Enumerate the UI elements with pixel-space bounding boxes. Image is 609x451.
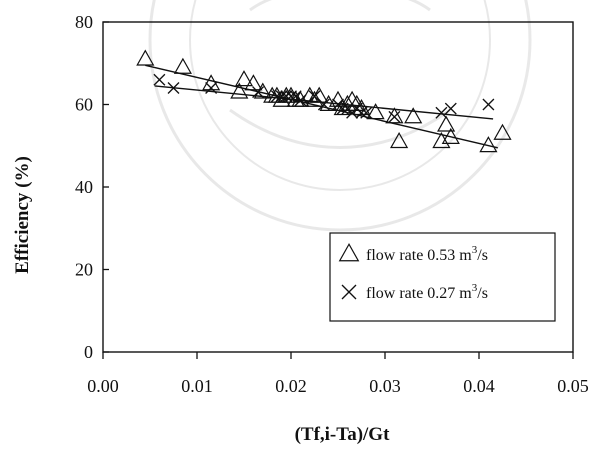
cross-stroke [308,90,321,103]
legend-box [329,232,556,322]
data-point-triangle [291,90,310,107]
x-tick-label: 0.00 [87,376,119,396]
cross-stroke [336,102,349,115]
data-point-cross [280,90,293,103]
y-tick-label: 60 [75,95,93,115]
cross-stroke [482,98,495,111]
y-tick-label: 80 [75,12,93,32]
x-tick-label: 0.02 [275,376,307,396]
cross-stroke [153,73,166,86]
data-point-triangle [404,107,423,124]
x-tick-label: 0.05 [557,376,589,396]
y-tick-label: 20 [75,260,93,280]
legend-item-cross: flow rate 0.27 m3/s [341,282,488,302]
data-point-triangle [202,74,221,91]
data-point-triangle [432,131,451,149]
data-point-triangle [479,136,498,153]
data-point-triangle [272,90,291,107]
cross-stroke [270,90,283,103]
data-point-triangle [173,57,192,74]
legend-label-unit: /s [477,285,488,302]
data-point-cross [270,90,283,103]
legend-label-text: flow rate 0.27 m [366,285,472,302]
x-tick-label: 0.03 [369,376,401,396]
data-point-triangle [437,115,456,132]
cross-stroke [294,94,307,107]
data-point-cross [308,90,321,103]
cross-stroke [388,110,401,123]
cross-stroke [252,86,265,99]
data-point-triangle [136,49,155,66]
data-point-cross [336,102,349,115]
legend-label-superscript: 3 [472,282,478,294]
legend-label: flow rate 0.27 m3/s [366,282,488,302]
data-point-cross [444,102,457,115]
data-point-cross [153,73,166,86]
legend-label-text: flow rate 0.53 m [366,247,472,264]
cross-stroke [317,98,330,111]
data-point-cross [317,98,330,111]
data-point-triangle [328,90,348,107]
x-tick-label: 0.01 [181,376,213,396]
cross-stroke [355,106,368,119]
y-axis-ticks: 0 20 40 60 80 [75,12,109,362]
data-point-cross [285,90,297,103]
x-axis-ticks: 0.00 0.01 0.02 0.03 0.04 0.05 [87,352,589,396]
data-point-triangle [343,90,362,107]
cross-stroke [285,90,297,103]
data-point-triangle [234,70,254,87]
data-point-triangle [441,127,460,144]
legend-triangle-icon [338,243,360,262]
data-point-cross [482,98,495,111]
x-tick-label: 0.04 [463,376,495,396]
cross-stroke [435,106,448,119]
data-point-cross [294,94,307,107]
data-point-triangle [366,103,385,120]
cross-stroke [360,106,373,119]
legend-label: flow rate 0.53 m3/s [366,244,488,264]
legend-label-unit: /s [477,247,488,264]
data-point-triangle [244,74,263,91]
cross-stroke [275,90,288,103]
legend: flow rate 0.53 m3/s flow rate 0.27 m3/s [329,232,556,322]
data-point-cross [388,110,401,123]
data-point-cross [205,82,218,94]
cross-stroke [341,284,357,300]
data-point-triangle [390,131,409,149]
y-tick-label: 0 [84,342,93,362]
data-point-triangle [230,82,249,99]
cross-stroke [167,82,180,94]
data-point-cross [355,106,368,119]
cross-stroke [280,90,293,103]
y-tick-label: 40 [75,177,93,197]
legend-label-superscript: 3 [472,244,478,256]
data-point-cross [167,82,180,94]
data-point-triangle [385,107,404,124]
x-axis-title: (Tf,i-Ta)/Gt [295,424,390,445]
legend-item-triangle: flow rate 0.53 m3/s [338,243,488,264]
y-axis-title: Efficiency (%) [12,156,33,274]
data-point-triangle [493,123,512,140]
data-markers [136,49,512,153]
legend-cross-icon [341,284,357,300]
cross-stroke [444,102,457,115]
data-point-cross [435,106,448,119]
data-point-cross [252,86,265,99]
data-point-cross [275,90,288,103]
data-point-cross [360,106,373,119]
cross-stroke [205,82,218,94]
